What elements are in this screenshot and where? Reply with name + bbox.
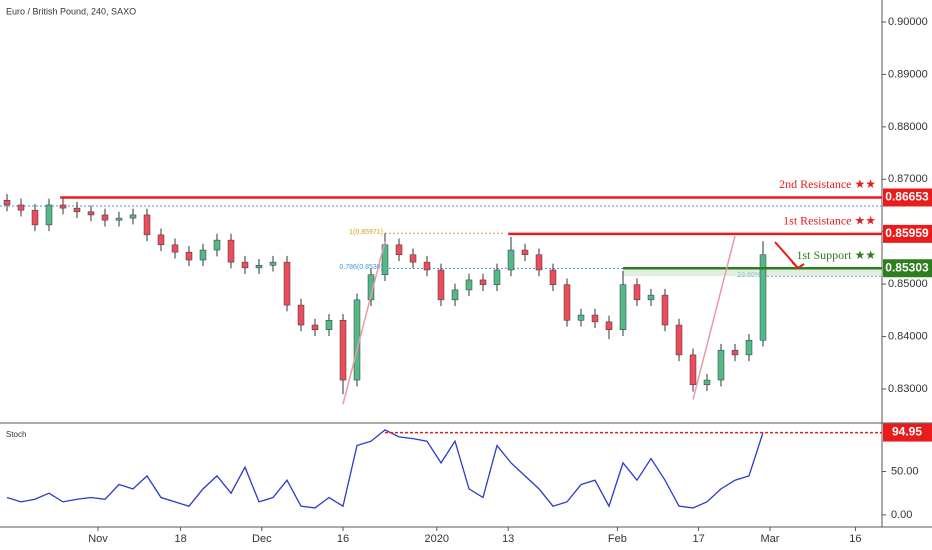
candle-body [325, 320, 333, 330]
candle-body [507, 249, 515, 271]
candle-body [423, 261, 431, 271]
level-value: 0.86653 [885, 190, 929, 204]
y-tick-label: 0.84000 [888, 330, 928, 342]
y-tick-label: 0.89000 [888, 68, 928, 80]
candle-body [73, 207, 81, 213]
fib-label: 1(0.85971) [349, 229, 383, 236]
candle-body [339, 320, 347, 381]
arrow [342, 241, 386, 405]
fib-label: 0.786(0.8530) [339, 264, 383, 271]
candle-body [661, 294, 669, 326]
candle-body [731, 349, 739, 356]
level-name: 2nd Resistance ★★ [779, 177, 876, 191]
candle-body [549, 269, 557, 285]
candle-body [437, 269, 445, 301]
level-badge [883, 188, 932, 207]
y-tick-label: 0.83000 [888, 383, 928, 395]
x-tick-label: 16 [337, 533, 349, 545]
level-name: 1st Resistance ★★ [783, 214, 876, 228]
y-tick-label: 0.85000 [888, 278, 928, 290]
candle-body [689, 354, 697, 386]
candle-body [759, 254, 767, 341]
candle-body [227, 239, 235, 263]
candle-body [3, 200, 11, 206]
x-tick-label: Mar [761, 533, 780, 545]
support-zone [623, 268, 882, 277]
candle-body [31, 209, 39, 226]
candle-body [395, 244, 403, 256]
x-tick-label: 16 [849, 533, 861, 545]
candle-body [115, 217, 123, 221]
candle-body [717, 349, 725, 381]
level-badge [883, 259, 932, 278]
candle-body [535, 254, 543, 271]
candle-body [59, 204, 67, 209]
candle-body [647, 294, 655, 301]
arrow [774, 241, 805, 270]
level-value: 0.85303 [885, 260, 929, 274]
x-tick-label: 18 [174, 533, 186, 545]
candle-body [605, 321, 613, 330]
y-tick-label: 0.00 [891, 509, 912, 521]
x-tick-label: Dec [252, 533, 272, 545]
candle-body [297, 304, 305, 326]
level-badge [883, 224, 932, 243]
indicator-title: Stoch [6, 430, 26, 439]
x-tick-label: 2020 [425, 533, 449, 545]
arrow [692, 235, 736, 400]
candle-body [451, 289, 459, 301]
candle-body [563, 284, 571, 321]
candle-body [675, 324, 683, 356]
candle-body [479, 279, 487, 285]
candle-body [381, 244, 389, 275]
x-tick-label: Nov [88, 533, 108, 545]
y-tick-label: 0.87000 [888, 173, 928, 185]
y-tick-label: 0.90000 [888, 16, 928, 28]
level-name: 1st Support ★★ [796, 248, 876, 262]
x-tick-label: Feb [608, 533, 627, 545]
candle-body [171, 244, 179, 253]
y-tick-label: 50.00 [891, 465, 919, 477]
candle-body [17, 204, 25, 211]
candle-body [241, 261, 249, 269]
y-tick-label: 0.88000 [888, 121, 928, 133]
candle-body [199, 249, 207, 261]
candle-body [87, 211, 95, 216]
candle-body [213, 239, 221, 251]
stoch-badge [883, 423, 932, 442]
candle-body [255, 265, 263, 269]
candle-body [101, 214, 109, 221]
candle-body [311, 324, 319, 330]
candle-body [465, 279, 473, 291]
candle-body [409, 254, 417, 263]
candle-body [45, 204, 53, 226]
stoch-value: 94.95 [892, 425, 922, 439]
x-tick-label: 13 [502, 533, 514, 545]
x-tick-label: 17 [692, 533, 704, 545]
candle-body [577, 314, 585, 321]
candle-body [185, 251, 193, 261]
candle-body [619, 284, 627, 330]
stoch-line [6, 429, 764, 509]
level-value: 0.85959 [885, 226, 929, 240]
chart-title: Euro / British Pound, 240, SAXO [6, 6, 136, 16]
candle-body [143, 214, 151, 236]
candle-body [591, 314, 599, 323]
candle-body [129, 214, 137, 219]
candle-body [521, 249, 529, 256]
candle-body [269, 261, 277, 266]
candle-body [703, 379, 711, 386]
candle-body [745, 339, 753, 356]
candle-body [633, 284, 641, 301]
candle-body [367, 274, 375, 301]
candle-body [493, 269, 501, 285]
candle-body [157, 234, 165, 246]
candle-body [283, 261, 291, 306]
